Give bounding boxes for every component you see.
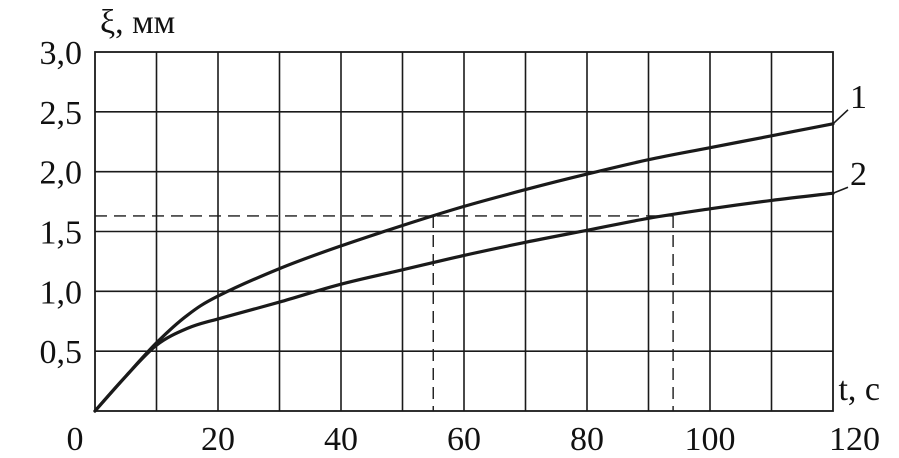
series-1-line [93,122,835,413]
grid [95,52,833,411]
y-axis-title: ξ, мм [100,4,175,41]
series-1-leader [832,109,849,125]
reference-lines [95,215,674,411]
series-2-leader [832,186,849,194]
plot-frame [94,51,834,412]
y-tick-labels: 0,5 1,0 1,5 2,0 2,5 3,0 [40,35,83,371]
y-tick-label: 3,0 [40,35,83,72]
x-tick-label: 60 [447,421,481,458]
series-2-line [93,191,835,413]
y-tick-label: 1,5 [40,215,83,252]
x-axis-title: t, c [838,371,880,408]
x-tick-label: 40 [324,421,358,458]
x-tick-label: 120 [829,421,880,458]
x-tick-label: 80 [570,421,604,458]
y-tick-label: 2,0 [40,155,83,192]
series-1-label: 1 [850,79,867,116]
y-tick-label: 2,5 [40,95,83,132]
series-group: 12 [93,79,867,413]
y-tick-label: 1,0 [40,274,83,311]
y-tick-label: 0,5 [40,334,83,371]
x-tick-labels: 0 20 40 60 80 100 120 [67,421,881,458]
x-tick-label: 0 [67,421,84,458]
x-tick-label: 100 [685,421,736,458]
series-2-label: 2 [850,156,867,193]
x-tick-label: 20 [201,421,235,458]
